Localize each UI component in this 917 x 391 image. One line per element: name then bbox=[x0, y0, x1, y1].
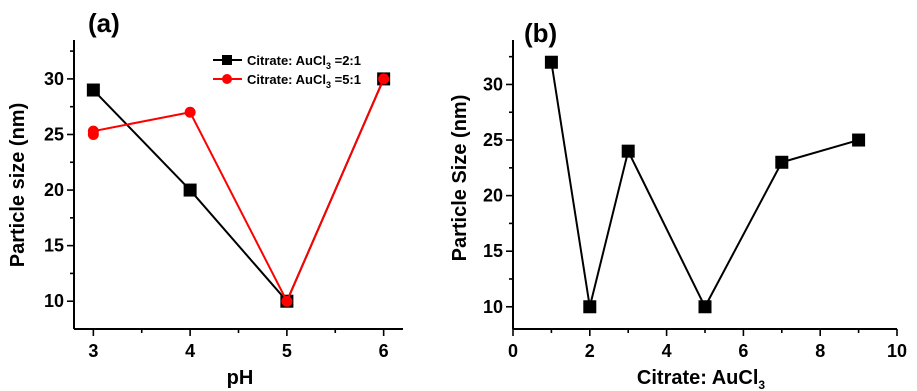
panel-a-label: (a) bbox=[88, 8, 120, 38]
panel-b-series-1-line bbox=[550, 62, 859, 309]
panel-b-x-tick-label: 4 bbox=[662, 341, 672, 361]
panel-b-y-axis-title: Particle Size (nm) bbox=[449, 95, 471, 262]
panel-b-x-axis-title-main: Citrate: AuCl bbox=[637, 367, 758, 389]
panel-a-legend: Citrate: AuCl3 =2:1 Citrate: AuCl3 =5:1 bbox=[213, 53, 361, 90]
panel-a-x-tick-label: 5 bbox=[282, 341, 292, 361]
panel-b-x-tick-label: 8 bbox=[815, 341, 825, 361]
panel-a-x-tick-label: 6 bbox=[379, 341, 389, 361]
panel-b-series-1-point bbox=[775, 155, 789, 169]
legend-1-suffix: =2:1 bbox=[331, 53, 361, 68]
panel-b-series-1-point bbox=[698, 300, 712, 314]
panel-a-legend-item-1: Citrate: AuCl3 =2:1 bbox=[213, 53, 361, 71]
panel-a-y-axis-title: Particle size (nm) bbox=[7, 103, 29, 268]
legend-2-prefix: Citrate: AuCl bbox=[247, 72, 326, 87]
panel-b-x-axis-title-subscript: 3 bbox=[758, 378, 765, 391]
panel-b-series-1-point bbox=[621, 144, 635, 158]
panel-a-x-tick-label: 3 bbox=[88, 341, 98, 361]
legend-label-1: Citrate: AuCl3 =2:1 bbox=[247, 53, 361, 71]
panel-b-x-tick-label: 0 bbox=[508, 341, 518, 361]
panel-a-y-tick-label: 30 bbox=[44, 69, 64, 89]
panel-a-series-1-point bbox=[183, 183, 197, 197]
panel-b-y-tick-label: 10 bbox=[483, 297, 503, 317]
panel-a-series-1-line bbox=[92, 78, 385, 304]
panel-b-y-tick-label: 20 bbox=[483, 186, 503, 206]
panel-a-y-tick-label: 25 bbox=[44, 124, 64, 144]
panel-a-x-axis-title: pH bbox=[227, 367, 254, 389]
panel-b-x-tick-label: 10 bbox=[887, 341, 907, 361]
panel-a-series-2-point bbox=[184, 106, 196, 118]
panel-b-series-1-point bbox=[852, 133, 866, 147]
panel-a-y-tick-label: 15 bbox=[44, 236, 64, 256]
panel-b-chart: (b) Citrate: AuCl3 Particle Size (nm) 0 2… bbox=[449, 18, 907, 391]
legend-label-2: Citrate: AuCl3 =5:1 bbox=[247, 72, 361, 90]
panel-a-series-1-point bbox=[86, 83, 100, 97]
panel-a-series-2-line bbox=[92, 78, 385, 304]
panel-b-x-tick-label: 2 bbox=[585, 341, 595, 361]
panel-a-chart: (a) pH Particle size (nm) Citrate: AuCl3… bbox=[7, 8, 403, 389]
panel-a-y-tick-label: 10 bbox=[44, 291, 64, 311]
legend-circle-marker bbox=[222, 74, 232, 84]
panel-b-x-tick-label: 6 bbox=[738, 341, 748, 361]
panel-a-x-tick-label: 4 bbox=[185, 341, 195, 361]
panel-b-x-axis-title: Citrate: AuCl3 bbox=[637, 367, 765, 391]
legend-1-prefix: Citrate: AuCl bbox=[247, 53, 326, 68]
panel-b-y-tick-label: 15 bbox=[483, 241, 503, 261]
panel-b-series-1-point bbox=[544, 55, 558, 69]
legend-square-marker bbox=[222, 55, 232, 65]
panel-a-series-2-point bbox=[87, 125, 99, 137]
panel-b-y-tick-label: 30 bbox=[483, 74, 503, 94]
legend-1-subscript: 3 bbox=[326, 61, 331, 71]
panel-a-y-tick-label: 20 bbox=[44, 180, 64, 200]
legend-2-subscript: 3 bbox=[326, 80, 331, 90]
panel-a-series-2-point bbox=[378, 73, 390, 85]
panel-a-legend-item-2: Citrate: AuCl3 =5:1 bbox=[213, 72, 361, 90]
panel-b-label: (b) bbox=[524, 18, 557, 48]
panel-b-y-tick-label: 25 bbox=[483, 130, 503, 150]
panel-a-series-2-point bbox=[281, 295, 293, 307]
panel-b-series-1-point bbox=[583, 300, 597, 314]
legend-2-suffix: =5:1 bbox=[331, 72, 361, 87]
